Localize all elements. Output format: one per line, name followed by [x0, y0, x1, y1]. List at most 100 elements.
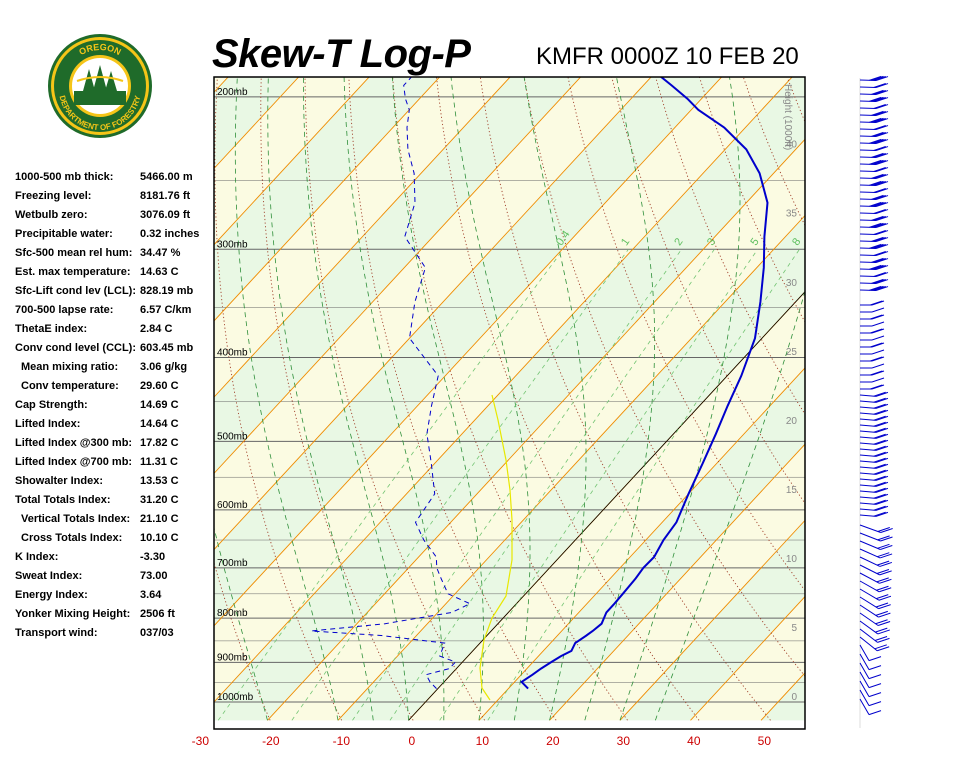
wind-barb-flag: [873, 237, 886, 242]
index-row: Est. max temperature: 14.63 C: [15, 263, 215, 282]
index-label: Sweat Index:: [15, 570, 83, 582]
wind-barb-flag: [873, 451, 886, 457]
dry-adiabat-line: [66, 0, 140, 720]
wind-barb: [859, 212, 877, 215]
station-time-label: KMFR 0000Z 10 FEB 20: [536, 43, 799, 70]
x-tick-label: -30: [192, 734, 210, 748]
wind-barb-flag: [877, 629, 890, 635]
wind-barb-flag: [875, 445, 889, 451]
index-value: 11.31 C: [140, 456, 178, 468]
index-row: Freezing level: 8181.76 ft: [15, 187, 215, 206]
wind-barb-flag: [876, 569, 890, 574]
wind-barb-flag: [873, 125, 886, 130]
index-row: Sweat Index: 73.00: [15, 567, 215, 586]
wind-barb: [859, 406, 876, 409]
wind-barb: [859, 191, 877, 194]
wind-barb-flag: [873, 174, 886, 179]
parcel-trace-line: [479, 394, 513, 701]
wind-barb: [859, 79, 877, 82]
wind-barb: [859, 289, 877, 292]
mixing-ratio-label: 5: [748, 236, 761, 248]
wind-barb-flag: [869, 243, 882, 249]
wind-barb: [859, 604, 879, 618]
index-value: 6.57 C/km: [140, 304, 192, 316]
wind-barb-flag: [875, 139, 889, 145]
pressure-label: 900mb: [217, 652, 248, 663]
wind-barb-flag: [873, 505, 886, 511]
wind-barb-flag: [875, 272, 889, 278]
index-label: Transport wind:: [15, 627, 98, 639]
wind-barb-flag: [873, 83, 886, 88]
index-value: 3.64: [140, 589, 162, 601]
index-label: Vertical Totals Index:: [21, 513, 131, 525]
wind-barb: [859, 121, 877, 124]
index-row: Sfc-500 mean rel hum: 34.47 %: [15, 244, 215, 263]
wind-barb-flag: [876, 585, 889, 591]
isotherm-line: [214, 77, 511, 398]
wind-barb-flag: [873, 403, 886, 409]
wind-barb-flag: [875, 627, 888, 633]
index-row: Conv temperature: 29.60 C: [15, 377, 215, 396]
wind-barb-flag: [875, 153, 889, 159]
wind-barb-flag: [873, 202, 886, 207]
wind-barb-flag: [870, 314, 883, 320]
stability-indices-list: 1000-500 mb thick: 5466.00 m Freezing leve…: [15, 168, 215, 643]
wind-barb-flag: [868, 656, 882, 662]
pressure-label: 800mb: [217, 608, 248, 619]
index-row: Sfc-Lift cond lev (LCL): 828.19 mb: [15, 282, 215, 301]
wind-barb-flag: [875, 97, 889, 103]
wind-barb-flag: [875, 439, 889, 445]
index-value: 14.64 C: [140, 418, 179, 430]
wind-barb-flag: [871, 75, 884, 81]
wind-barb-flag: [875, 209, 889, 215]
wind-barb-flag: [875, 457, 889, 463]
wind-barb-flag: [873, 279, 886, 284]
height-tick-label: 0: [791, 692, 797, 703]
x-tick-label: 50: [758, 734, 772, 748]
index-label: Cap Strength:: [15, 399, 88, 411]
wind-barb: [859, 514, 876, 517]
wind-barb-flag: [880, 536, 893, 542]
isotherm-line: [832, 0, 960, 720]
wind-barb-flag: [871, 89, 884, 95]
isotherm-band: [0, 0, 187, 720]
mixing-ratio-label: 2: [672, 236, 685, 248]
isotherm-line: [214, 77, 652, 551]
height-tick-label: 5: [791, 623, 797, 634]
wind-barb-flag: [871, 300, 885, 306]
wind-barb-flag: [871, 152, 884, 158]
wind-barb-flag: [875, 104, 889, 110]
wind-barb: [859, 107, 877, 110]
wind-barb-flag: [875, 511, 889, 517]
index-row: 1000-500 mb thick: 5466.00 m: [15, 168, 215, 187]
wind-barb-flag: [875, 505, 889, 511]
dry-adiabat-line: [870, 0, 960, 720]
wind-barb: [859, 86, 877, 89]
wind-barb-flag: [870, 328, 883, 334]
index-label: Lifted Index @300 mb:: [15, 437, 133, 449]
wind-barb-flag: [871, 194, 884, 200]
wind-barb-flag: [875, 391, 889, 397]
wind-barb: [859, 548, 881, 559]
moist-adiabat-line: [343, 77, 445, 721]
wind-barb: [859, 205, 877, 208]
wind-barb: [859, 662, 870, 679]
dry-adiabat-line: [567, 77, 805, 592]
dry-adiabat-line: [833, 0, 960, 720]
wind-barb: [859, 680, 870, 697]
index-label: Sfc-Lift cond lev (LCL):: [15, 285, 136, 297]
wind-barb-flag: [875, 125, 889, 131]
wind-barb-flag: [868, 683, 882, 689]
dry-adiabat-line: [118, 0, 199, 720]
wind-barb-flag: [875, 181, 889, 187]
wind-barb: [859, 698, 870, 715]
wind-barb: [859, 612, 879, 626]
wind-barb-flag: [877, 526, 890, 532]
wind-barb-flag: [875, 451, 889, 457]
wind-barb-flag: [875, 223, 889, 229]
wind-barb-flag: [869, 75, 882, 81]
wind-barb: [859, 572, 880, 584]
wind-barb-flag: [873, 76, 886, 81]
mixing-ratio-line: [217, 249, 564, 721]
wind-barb-flag: [875, 619, 888, 625]
